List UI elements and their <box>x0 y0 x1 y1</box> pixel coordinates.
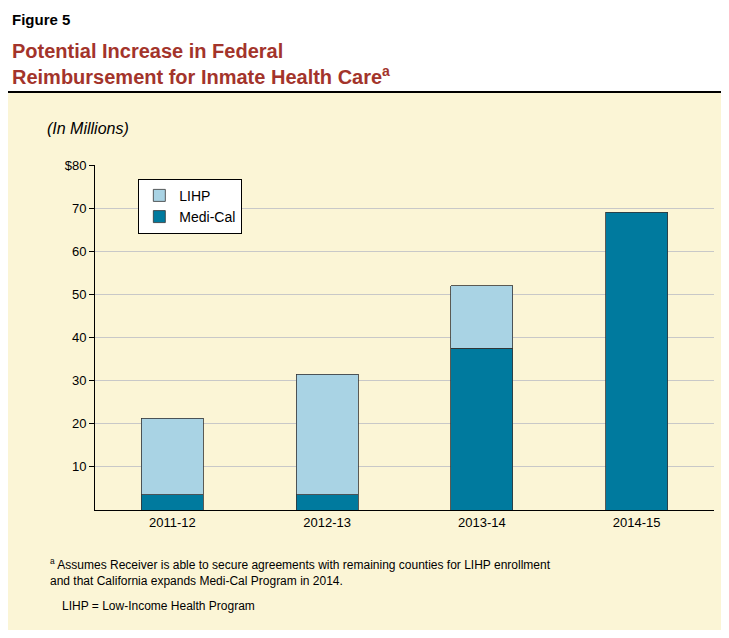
svg-text:30: 30 <box>72 373 86 388</box>
svg-text:​a​ Assumes Receiver is able t: ​a​ Assumes Receiver is able to secure a… <box>50 556 551 588</box>
svg-text:Figure 5: Figure 5 <box>12 11 70 28</box>
svg-text:50: 50 <box>72 287 86 302</box>
svg-text:20: 20 <box>72 416 86 431</box>
svg-text:2011-12: 2011-12 <box>149 515 196 530</box>
svg-text:LIHP: LIHP <box>179 188 210 204</box>
svg-text:40: 40 <box>72 330 86 345</box>
svg-text:Potential Increase in FederalR: Potential Increase in FederalReimburseme… <box>12 40 390 88</box>
svg-text:LIHP = Low-Income Health Progr: LIHP = Low-Income Health Program <box>62 599 255 613</box>
svg-text:2014-15: 2014-15 <box>613 515 661 530</box>
svg-text:$80: $80 <box>65 158 87 173</box>
svg-text:(In Millions): (In Millions) <box>47 120 129 137</box>
svg-text:2012-13: 2012-13 <box>303 515 351 530</box>
svg-text:60: 60 <box>72 244 86 259</box>
svg-text:10: 10 <box>72 459 86 474</box>
svg-text:Medi-Cal: Medi-Cal <box>179 209 235 225</box>
svg-text:70: 70 <box>72 201 86 216</box>
svg-text:2013-14: 2013-14 <box>458 515 506 530</box>
